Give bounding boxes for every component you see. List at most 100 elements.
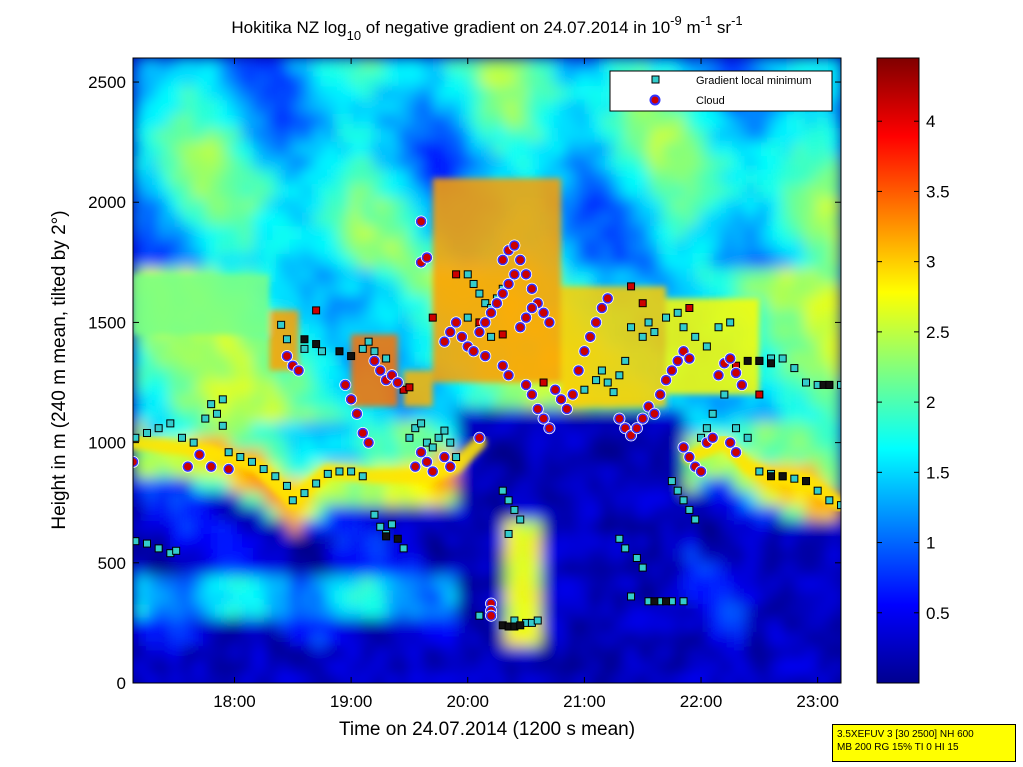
heat-cell: [133, 464, 146, 479]
heat-cell: [205, 660, 218, 675]
heat-cell: [709, 464, 722, 479]
heat-cell: [241, 128, 254, 143]
heat-cell: [301, 408, 314, 423]
heat-cell: [661, 170, 674, 185]
heat-cell: [325, 422, 338, 437]
heat-cell: [361, 548, 374, 563]
heat-cell: [721, 422, 734, 437]
heat-cell: [409, 324, 422, 339]
heat-cell: [661, 422, 674, 437]
heat-cell: [457, 548, 470, 563]
heat-cell: [613, 604, 626, 619]
heat-cell: [697, 184, 710, 199]
heat-cell: [529, 674, 542, 683]
heat-cell: [169, 590, 182, 605]
heat-cell: [793, 198, 806, 213]
heat-cell: [745, 58, 758, 73]
heat-cell: [325, 338, 338, 353]
heat-cell: [529, 86, 542, 101]
heat-cell: [445, 562, 458, 577]
heat-cell: [133, 366, 146, 381]
heat-cell: [793, 324, 806, 339]
cloud-marker: [491, 297, 503, 309]
heat-cell: [577, 254, 590, 269]
heat-cell: [289, 58, 302, 73]
heat-cell: [205, 534, 218, 549]
heat-cell: [229, 492, 242, 507]
heat-cell: [721, 618, 734, 633]
heat-cell: [421, 646, 434, 661]
heat-cell: [829, 618, 841, 633]
heat-cell: [229, 534, 242, 549]
heat-cell: [301, 352, 314, 367]
heat-cell: [805, 240, 818, 255]
heat-cell: [397, 240, 410, 255]
heat-cell: [289, 226, 302, 241]
heat-cell: [817, 632, 830, 647]
heat-cell: [733, 604, 746, 619]
heat-cell: [409, 590, 422, 605]
heat-cell: [577, 464, 590, 479]
heat-cell: [193, 58, 206, 73]
cloud-marker: [684, 353, 695, 364]
heat-cell: [385, 310, 398, 325]
heat-cell: [781, 590, 794, 605]
heat-cell: [613, 674, 626, 683]
heat-cell: [769, 422, 782, 437]
heat-cell: [601, 534, 614, 549]
heat-cell: [397, 506, 410, 521]
heat-cell: [349, 184, 362, 199]
heat-cell: [721, 590, 734, 605]
gradient-minimum-marker: [597, 366, 606, 375]
heat-cell: [457, 618, 470, 633]
heat-cell: [457, 100, 470, 115]
heat-cell: [157, 114, 170, 129]
heat-cell: [505, 100, 518, 115]
heat-cell: [229, 86, 242, 101]
heat-cell: [193, 562, 206, 577]
heat-cell: [265, 408, 278, 423]
heat-cell: [361, 170, 374, 185]
heat-cell: [505, 380, 518, 395]
heat-cell: [145, 394, 158, 409]
heat-cell: [253, 604, 266, 619]
heat-cell: [229, 240, 242, 255]
heat-cell: [805, 170, 818, 185]
heat-cell: [565, 114, 578, 129]
heat-cell: [817, 184, 830, 199]
heat-cell: [445, 478, 458, 493]
cloud-marker: [351, 408, 363, 420]
heat-cell: [181, 198, 194, 213]
heat-cell: [301, 450, 314, 465]
heat-cell: [313, 184, 326, 199]
heat-cell: [745, 240, 758, 255]
heat-cell: [517, 660, 530, 675]
heat-cell: [553, 562, 566, 577]
heat-cell: [241, 436, 254, 451]
heat-cell: [697, 632, 710, 647]
heat-cell: [133, 86, 146, 101]
heat-cell: [697, 660, 710, 675]
cloud-marker: [480, 350, 491, 362]
heat-cell: [493, 576, 506, 591]
heat-cell: [229, 506, 242, 521]
heat-cell: [793, 296, 806, 311]
heat-cell: [805, 590, 818, 605]
heat-cell: [385, 100, 398, 115]
gradient-minimum-marker: [580, 385, 589, 394]
heat-cell: [673, 576, 686, 591]
heat-cell: [361, 562, 374, 577]
heat-cell: [817, 170, 830, 185]
heat-cell: [613, 478, 626, 493]
heat-cell: [685, 492, 698, 507]
heat-cell: [217, 128, 230, 143]
heat-cell: [685, 562, 698, 577]
heat-cell: [505, 422, 518, 437]
heat-cell: [745, 590, 758, 605]
heat-cell: [325, 492, 338, 507]
heat-cell: [829, 478, 841, 493]
heat-cell: [757, 268, 770, 283]
heat-cell: [313, 170, 326, 185]
heat-cell: [349, 254, 362, 269]
heat-cell: [325, 380, 338, 395]
